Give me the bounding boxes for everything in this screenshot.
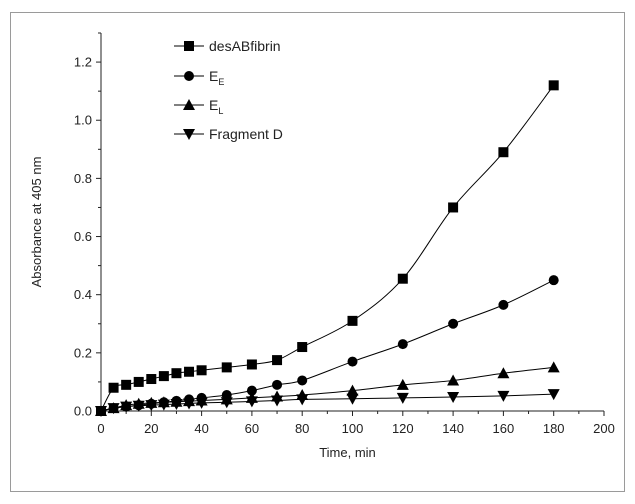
series-ee <box>96 275 559 416</box>
data-point <box>447 374 460 386</box>
legend-marker <box>184 41 194 51</box>
legend-label-subscript: L <box>218 106 223 116</box>
x-tick-label: 0 <box>97 421 104 436</box>
data-point <box>246 359 257 370</box>
x-tick-label: 20 <box>144 421 158 436</box>
legend-marker <box>183 129 195 140</box>
data-point <box>547 389 560 401</box>
y-tick-label: 0.6 <box>74 229 92 244</box>
y-tick-label: 0.8 <box>74 171 92 186</box>
x-tick-label: 120 <box>392 421 414 436</box>
series-line <box>100 279 554 412</box>
data-point <box>95 406 107 417</box>
data-point <box>196 365 207 376</box>
data-point <box>184 366 195 377</box>
data-point <box>271 395 284 407</box>
data-point <box>272 379 283 390</box>
data-point <box>497 390 510 402</box>
legend-entry: EL <box>174 97 223 116</box>
line-chart: 0 20 40 60 80 100 120 140 160 180 200 0.0 0.2 0.4 0.6 0… <box>29 32 615 460</box>
data-point <box>397 339 408 350</box>
data-point <box>120 401 133 413</box>
data-point <box>346 393 359 405</box>
data-point <box>447 392 460 404</box>
series-fragment-d <box>95 389 560 417</box>
data-point <box>121 379 132 390</box>
x-tick-label: 80 <box>295 421 309 436</box>
data-point <box>347 315 358 326</box>
data-point <box>132 400 145 412</box>
legend-entry: EE <box>174 68 224 87</box>
series-line <box>100 393 554 412</box>
y-tick-label: 1.2 <box>74 55 92 70</box>
legend-label: desABfibrin <box>209 38 281 54</box>
x-tick-label: 40 <box>194 421 208 436</box>
data-point <box>272 355 283 366</box>
data-point <box>448 202 459 213</box>
data-point <box>397 273 408 284</box>
data-point <box>548 80 559 91</box>
x-tick-label: 160 <box>493 421 515 436</box>
data-point <box>107 403 120 415</box>
data-point <box>221 362 232 373</box>
y-axis-label: Absorbance at 405 nm <box>29 157 44 288</box>
data-point <box>396 392 409 404</box>
data-point <box>145 400 158 412</box>
data-point <box>498 299 509 310</box>
data-point <box>497 367 510 379</box>
data-point <box>396 378 409 390</box>
data-point <box>183 398 196 410</box>
legend-label-subscript: E <box>218 77 224 87</box>
data-point <box>296 394 309 406</box>
x-tick-label: 180 <box>543 421 565 436</box>
data-point <box>158 371 169 382</box>
data-point <box>108 382 119 393</box>
data-point <box>220 397 233 409</box>
data-point <box>547 361 560 373</box>
data-point <box>347 356 358 367</box>
x-tick-label: 60 <box>245 421 259 436</box>
data-point <box>146 374 157 385</box>
legend-entry: Fragment D <box>174 126 283 142</box>
data-point <box>448 318 459 329</box>
series-desabfibrin <box>96 80 559 416</box>
legend-label: EE <box>209 68 224 87</box>
x-tick-label: 200 <box>593 421 615 436</box>
data-point <box>133 376 144 387</box>
y-tick-label: 0.2 <box>74 345 92 360</box>
data-point <box>346 384 359 396</box>
figure-frame: 0 20 40 60 80 100 120 140 160 180 200 0.0 0.2 0.4 0.6 0… <box>10 12 625 492</box>
data-point <box>157 399 170 411</box>
legend-label: EL <box>209 97 223 116</box>
axes: 0 20 40 60 80 100 120 140 160 180 200 0.0 0.2 0.4 0.6 0… <box>74 32 615 436</box>
plot-area <box>95 80 560 417</box>
y-tick-label: 0.4 <box>74 287 92 302</box>
legend-marker <box>184 71 194 81</box>
data-point <box>297 342 308 353</box>
data-point <box>498 147 509 158</box>
data-point <box>171 368 182 379</box>
legend-entry: desABfibrin <box>174 38 281 54</box>
data-point <box>170 399 183 411</box>
x-tick-label: 140 <box>442 421 464 436</box>
data-point <box>195 397 208 409</box>
data-point <box>246 385 257 396</box>
data-point <box>548 275 559 286</box>
data-point <box>297 375 308 386</box>
x-tick-label: 100 <box>342 421 364 436</box>
legend-label: Fragment D <box>209 126 283 142</box>
legend-marker <box>183 99 195 110</box>
series-line <box>100 85 555 412</box>
y-tick-label: 0.0 <box>74 404 92 419</box>
x-axis-label: Time, min <box>319 445 376 460</box>
data-point <box>245 396 258 408</box>
y-tick-label: 1.0 <box>74 113 92 128</box>
